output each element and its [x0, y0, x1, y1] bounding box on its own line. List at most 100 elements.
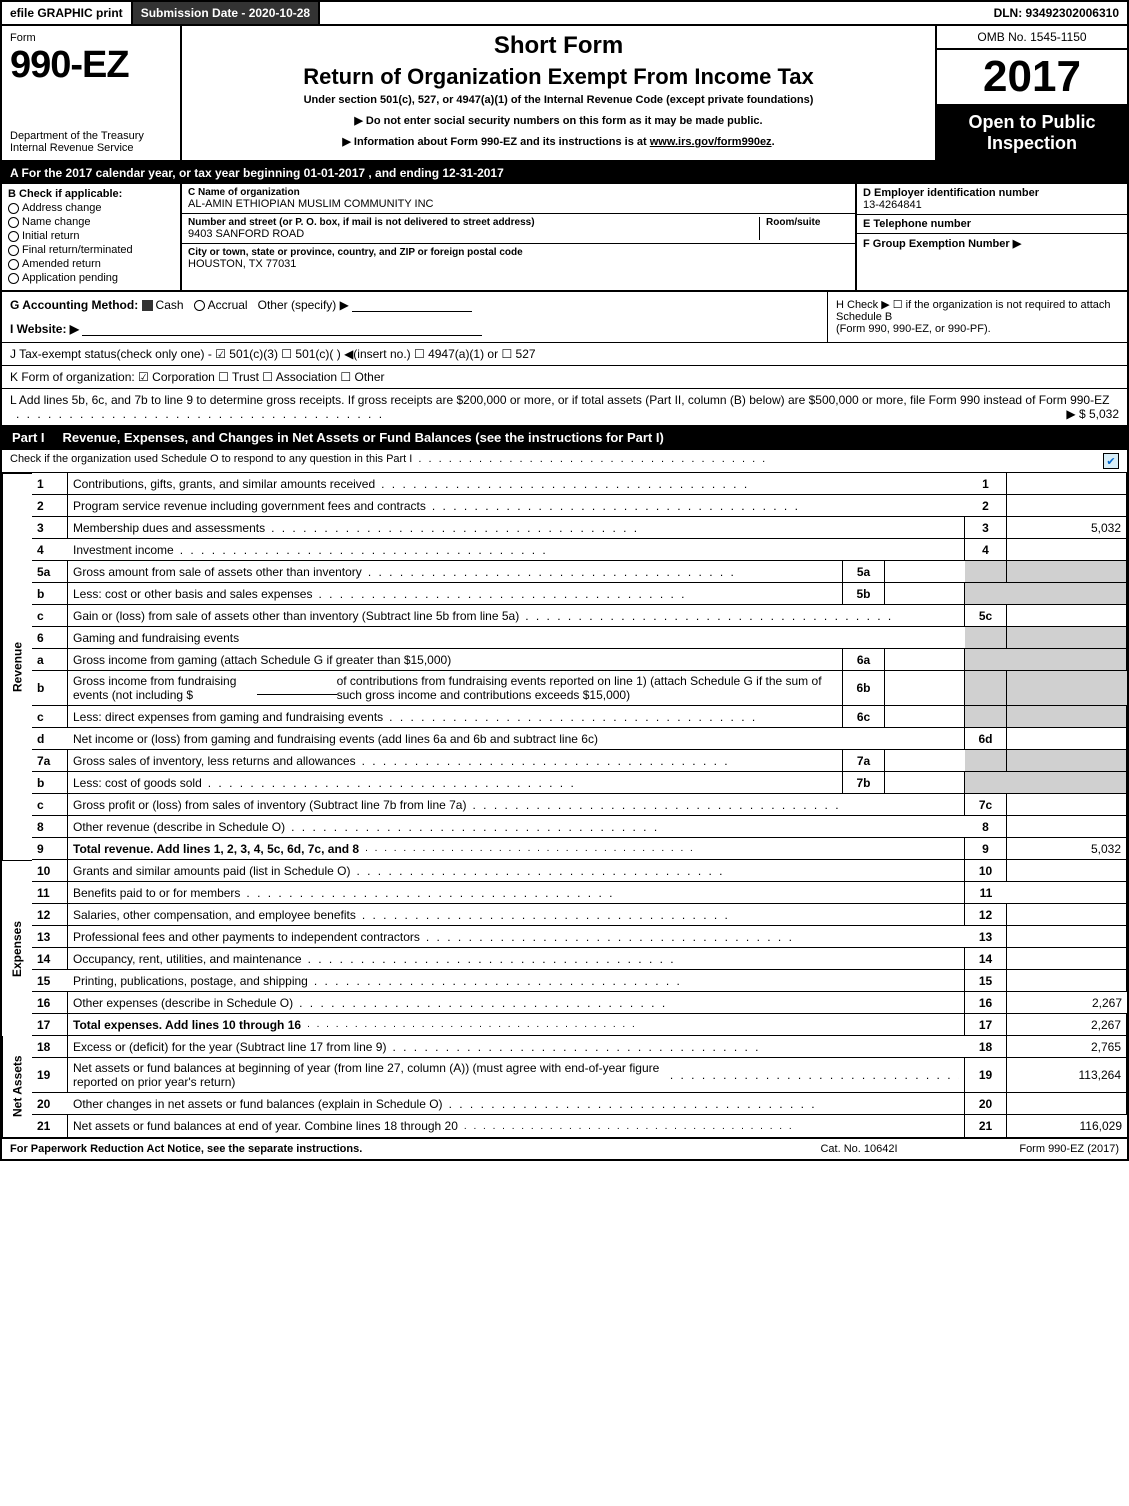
chk-initial-return[interactable]: Initial return: [8, 230, 174, 242]
chk-name-change[interactable]: Name change: [8, 216, 174, 228]
line-7a-rn: [965, 750, 1007, 772]
chk-application-pending[interactable]: Application pending: [8, 272, 174, 284]
footer-right: Form 990-EZ (2017): [959, 1143, 1119, 1155]
line-7c-num: c: [32, 794, 68, 816]
line-21-num: 21: [32, 1115, 68, 1137]
chk-cash[interactable]: [142, 300, 153, 311]
org-name: AL-AMIN ETHIOPIAN MUSLIM COMMUNITY INC: [188, 198, 849, 210]
chk-accrual[interactable]: [194, 300, 205, 311]
line-8-rn: 8: [965, 816, 1007, 838]
website-input[interactable]: [82, 322, 482, 336]
line-5b-rv: [1007, 583, 1127, 605]
line-6c-rn: [965, 706, 1007, 728]
line-18-num: 18: [32, 1036, 68, 1058]
line-11-val: [1007, 882, 1127, 904]
chk-address-change[interactable]: Address change: [8, 202, 174, 214]
line-5a-rv: [1007, 561, 1127, 583]
column-c-org-info: C Name of organization AL-AMIN ETHIOPIAN…: [182, 184, 857, 290]
line-18-rn: 18: [965, 1036, 1007, 1058]
line-14-rn: 14: [965, 948, 1007, 970]
expenses-sidelabel: Expenses: [2, 860, 32, 1036]
line-6d-val: [1007, 728, 1127, 750]
row-g-h: G Accounting Method: Cash Accrual Other …: [2, 292, 1127, 343]
top-bar: efile GRAPHIC print Submission Date - 20…: [2, 2, 1127, 26]
line-5c-num: c: [32, 605, 68, 627]
line-20-val: [1007, 1093, 1127, 1115]
line-5c-val: [1007, 605, 1127, 627]
tax-year: 2017: [937, 50, 1127, 106]
omb-number: OMB No. 1545-1150: [937, 26, 1127, 50]
line-1-num: 1: [32, 473, 68, 495]
line-1-rn: 1: [965, 473, 1007, 495]
line-7c-val: [1007, 794, 1127, 816]
line-6a-sv: [885, 649, 965, 671]
form-number: 990-EZ: [10, 44, 172, 87]
row-a-tax-year: A For the 2017 calendar year, or tax yea…: [2, 162, 1127, 184]
line-6-num: 6: [32, 627, 68, 649]
line-6-rv: [1007, 627, 1127, 649]
info-block: B Check if applicable: Address change Na…: [2, 184, 1127, 292]
line-21-val: 116,029: [1007, 1115, 1127, 1137]
line-15-val: [1007, 970, 1127, 992]
part-i-badge: Part I: [2, 426, 55, 449]
submission-date-button[interactable]: Submission Date - 2020-10-28: [133, 2, 320, 24]
line-11-desc: Benefits paid to or for members: [68, 882, 965, 904]
line-6b-rn: [965, 671, 1007, 706]
part-i-subtitle: Check if the organization used Schedule …: [2, 450, 1127, 473]
line-5c-desc: Gain or (loss) from sale of assets other…: [68, 605, 965, 627]
accounting-method: G Accounting Method: Cash Accrual Other …: [2, 292, 827, 342]
line-10-val: [1007, 860, 1127, 882]
line-5b-sv: [885, 583, 965, 605]
footer-center: Cat. No. 10642I: [759, 1143, 959, 1155]
form-header: Form 990-EZ Department of the Treasury I…: [2, 26, 1127, 162]
line-7a-sv: [885, 750, 965, 772]
line-12-rn: 12: [965, 904, 1007, 926]
chk-amended-return[interactable]: Amended return: [8, 258, 174, 270]
note-instructions: ▶ Information about Form 990-EZ and its …: [190, 135, 927, 148]
line-6c-desc: Less: direct expenses from gaming and fu…: [68, 706, 843, 728]
line-7b-desc: Less: cost of goods sold: [68, 772, 843, 794]
chk-final-return[interactable]: Final return/terminated: [8, 244, 174, 256]
schedule-o-checkbox[interactable]: ✔: [1103, 453, 1119, 469]
line-4-num: 4: [32, 539, 68, 561]
line-6b-desc: Gross income from fundraising events (no…: [68, 671, 843, 706]
line-5a-sv: [885, 561, 965, 583]
under-section: Under section 501(c), 527, or 4947(a)(1)…: [190, 94, 927, 106]
column-b-checkboxes: B Check if applicable: Address change Na…: [2, 184, 182, 290]
open-to-public-badge: Open to PublicInspection: [937, 106, 1127, 160]
line-2-rn: 2: [965, 495, 1007, 517]
line-3-val: 5,032: [1007, 517, 1127, 539]
line-21-rn: 21: [965, 1115, 1007, 1137]
line-8-desc: Other revenue (describe in Schedule O): [68, 816, 965, 838]
line-10-desc: Grants and similar amounts paid (list in…: [68, 860, 965, 882]
line-6a-num: a: [32, 649, 68, 671]
line-2-val: [1007, 495, 1127, 517]
footer-left: For Paperwork Reduction Act Notice, see …: [10, 1143, 759, 1155]
line-11-num: 11: [32, 882, 68, 904]
line-15-rn: 15: [965, 970, 1007, 992]
line-4-val: [1007, 539, 1127, 561]
line-19-rn: 19: [965, 1058, 1007, 1093]
line-19-desc: Net assets or fund balances at beginning…: [68, 1058, 965, 1093]
group-exemption-cell: F Group Exemption Number ▶: [857, 234, 1127, 253]
header-right: OMB No. 1545-1150 2017 Open to PublicIns…: [937, 26, 1127, 160]
line-16-num: 16: [32, 992, 68, 1014]
column-def: D Employer identification number 13-4264…: [857, 184, 1127, 290]
irs-link[interactable]: www.irs.gov/form990ez: [650, 136, 772, 148]
line-14-num: 14: [32, 948, 68, 970]
line-6c-num: c: [32, 706, 68, 728]
line-20-num: 20: [32, 1093, 68, 1115]
line-2-num: 2: [32, 495, 68, 517]
line-16-rn: 16: [965, 992, 1007, 1014]
org-street-cell: Number and street (or P. O. box, if mail…: [182, 214, 855, 244]
efile-print-label: efile GRAPHIC print: [2, 2, 133, 24]
line-7b-sl: 7b: [843, 772, 885, 794]
website-label: I Website: ▶: [10, 322, 79, 336]
other-specify-input[interactable]: [352, 298, 472, 312]
line-9-rn: 9: [965, 838, 1007, 860]
line-6b-amount-input[interactable]: [257, 681, 337, 695]
line-12-num: 12: [32, 904, 68, 926]
line-20-desc: Other changes in net assets or fund bala…: [68, 1093, 965, 1115]
line-6d-rn: 6d: [965, 728, 1007, 750]
line-10-rn: 10: [965, 860, 1007, 882]
